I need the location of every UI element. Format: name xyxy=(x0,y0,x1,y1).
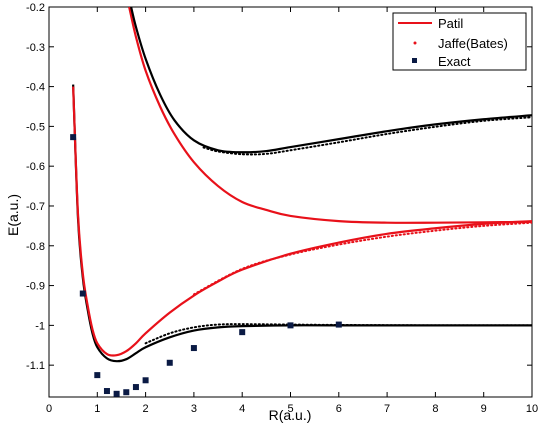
x-tick-label: 1 xyxy=(94,403,100,415)
x-tick-label: 7 xyxy=(384,403,390,415)
y-axis-label: E(a.u.) xyxy=(5,194,21,236)
legend-swatch-jaffe xyxy=(413,41,417,45)
exact-points xyxy=(70,134,342,397)
x-tick-label: 8 xyxy=(432,403,438,415)
exact-point xyxy=(123,389,130,396)
x-tick-label: 10 xyxy=(526,403,538,415)
chart-curves xyxy=(72,7,532,363)
x-tick-label: 5 xyxy=(287,403,293,415)
exact-point xyxy=(142,377,149,384)
plot-frame xyxy=(48,6,533,398)
exact-point xyxy=(335,321,342,328)
exact-point xyxy=(79,290,86,297)
x-tick-label: 4 xyxy=(239,403,245,415)
y-tick-label: -0.4 xyxy=(26,82,45,94)
y-tick-label: -0.8 xyxy=(26,241,45,253)
legend: Patil Jaffe(Bates) Exact xyxy=(392,12,527,71)
exact-point xyxy=(103,388,110,395)
exact-point xyxy=(190,345,197,352)
y-tick-label: -0.7 xyxy=(26,201,45,213)
legend-swatch-exact xyxy=(412,58,417,63)
exact-point xyxy=(166,359,173,366)
curve-ground-red-dotted xyxy=(192,221,532,296)
legend-label-jaffe: Jaffe(Bates) xyxy=(438,36,508,51)
exact-point xyxy=(239,329,246,336)
y-axis-ticks: -1.1 -1 -0.9 -0.8 -0.7 -0.6 -0.5 -0.4 -0.3 -0.2 xyxy=(26,2,532,372)
curve-excited-red xyxy=(128,7,532,224)
legend-label-patil: Patil xyxy=(438,16,463,31)
x-tick-label: 6 xyxy=(336,403,342,415)
curve-ground-red xyxy=(72,86,532,357)
x-axis-label: R(a.u.) xyxy=(269,407,312,423)
x-tick-label: 3 xyxy=(191,403,197,415)
y-tick-label: -0.6 xyxy=(26,161,45,173)
exact-point xyxy=(287,322,294,329)
curve-ground-dotted xyxy=(144,323,532,345)
y-tick-label: -0.3 xyxy=(26,42,45,54)
exact-point xyxy=(94,372,101,379)
legend-label-exact: Exact xyxy=(438,54,471,69)
exact-point xyxy=(70,134,77,141)
exact-point xyxy=(132,384,139,391)
y-tick-label: -0.5 xyxy=(26,121,45,133)
x-tick-label: 2 xyxy=(143,403,149,415)
curve-excited-black xyxy=(130,7,532,154)
y-tick-label: -0.2 xyxy=(26,2,45,14)
y-tick-label: -0.9 xyxy=(26,281,45,293)
exact-point xyxy=(113,390,120,397)
curve-excited-dotted xyxy=(202,116,532,156)
x-tick-label: 9 xyxy=(481,403,487,415)
x-axis-ticks: 0 1 2 3 4 5 6 7 8 9 10 xyxy=(46,7,538,415)
x-tick-label: 0 xyxy=(46,403,52,415)
y-tick-label: -1 xyxy=(35,320,45,332)
y-tick-label: -1.1 xyxy=(26,360,45,372)
